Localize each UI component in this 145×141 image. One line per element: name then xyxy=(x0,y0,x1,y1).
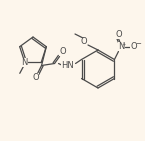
Text: +: + xyxy=(122,41,126,47)
Text: O: O xyxy=(81,38,87,47)
Text: HN: HN xyxy=(61,61,74,70)
Text: O: O xyxy=(32,73,39,82)
Text: −: − xyxy=(136,41,141,48)
Text: N: N xyxy=(118,42,125,51)
Text: O: O xyxy=(59,47,66,56)
Text: O: O xyxy=(115,30,122,39)
Text: N: N xyxy=(22,58,28,67)
Text: O: O xyxy=(130,42,137,51)
